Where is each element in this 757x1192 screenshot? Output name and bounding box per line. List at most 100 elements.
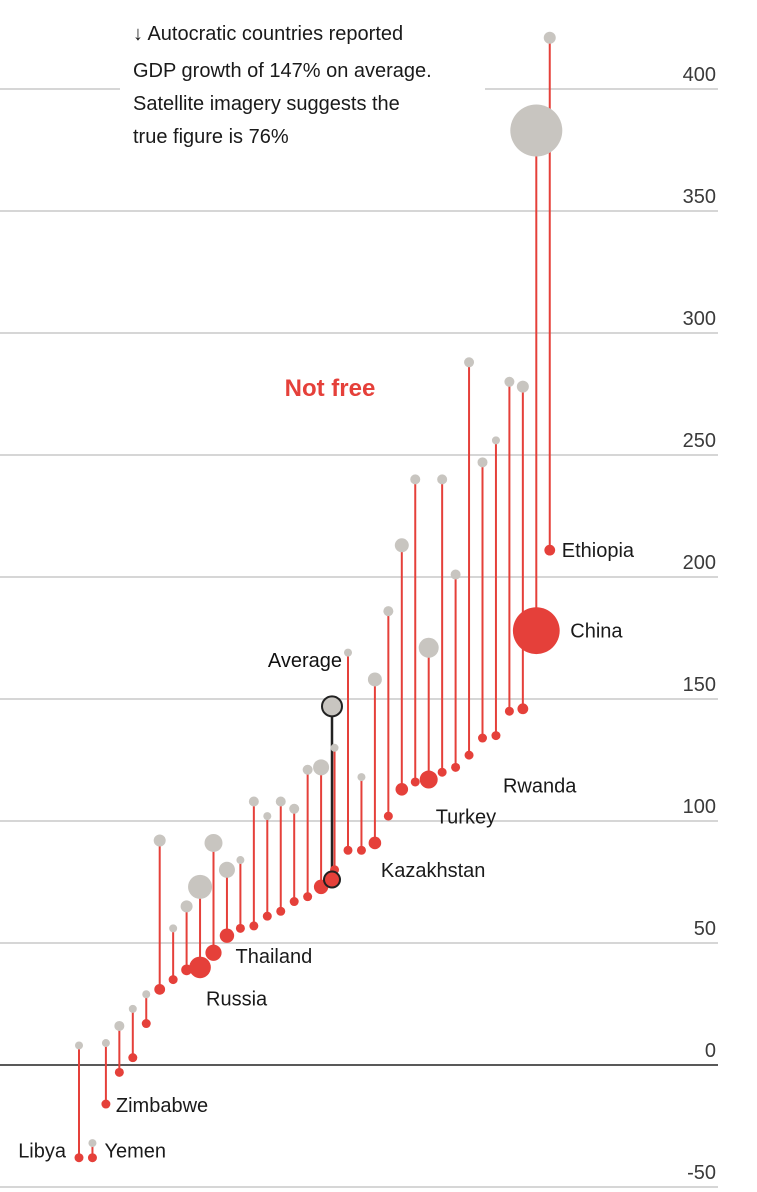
connector-lines	[78, 43, 551, 1158]
annotation-line-2: GDP growth of 147% on average.	[133, 60, 432, 82]
satellite-point	[289, 897, 299, 907]
gridlines	[0, 88, 718, 1188]
reported-point	[450, 569, 461, 580]
satellite-point	[74, 1153, 84, 1163]
satellite-point	[356, 845, 366, 855]
annotation-line-4: true figure is 76%	[133, 126, 289, 148]
reported-point	[394, 538, 409, 553]
country-label: Kazakhstan	[381, 860, 486, 882]
y-tick-label: 200	[683, 552, 716, 574]
reported-point	[218, 861, 235, 878]
satellite-point	[249, 921, 259, 931]
country-labels: Libya Yemen Zimbabwe Russia Thailand Kazakhst…	[18, 540, 635, 1163]
reported-point	[344, 648, 352, 657]
satellite-point	[168, 975, 178, 985]
reported-point	[188, 874, 213, 899]
satellite-point	[504, 706, 514, 716]
reported-point	[101, 1039, 110, 1048]
y-tick-label: 0	[705, 1040, 716, 1062]
reported-point	[263, 812, 272, 821]
country-label: Zimbabwe	[116, 1095, 208, 1117]
reported-point	[491, 436, 500, 445]
data-points	[74, 31, 563, 1163]
group-label: Not free	[285, 375, 376, 402]
y-tick-label: 100	[683, 796, 716, 818]
satellite-point	[154, 983, 166, 995]
satellite-point	[383, 811, 393, 821]
reported-point	[510, 104, 563, 157]
country-label: Turkey	[436, 807, 496, 829]
reported-point	[357, 773, 366, 782]
country-label: Thailand	[236, 946, 313, 968]
reported-point	[204, 833, 223, 852]
reported-point	[367, 672, 382, 687]
y-tick-label: 250	[683, 430, 716, 452]
reported-point	[383, 606, 394, 617]
y-tick-label: 350	[683, 186, 716, 208]
y-tick-label: 50	[694, 918, 716, 940]
reported-point	[543, 31, 556, 44]
satellite-point	[544, 544, 556, 556]
satellite-point	[517, 703, 529, 715]
satellite-point	[478, 733, 487, 743]
reported-point	[153, 834, 166, 847]
satellite-point	[219, 928, 235, 943]
satellite-point	[87, 1153, 97, 1163]
y-tick-label: 150	[683, 674, 716, 696]
country-label: China	[570, 621, 623, 643]
satellite-point	[464, 750, 474, 760]
reported-point	[88, 1139, 97, 1148]
y-axis-ticks: 400 350 300 250 200 150 100 50 0 -50	[683, 64, 716, 1184]
reported-point	[142, 990, 151, 999]
y-tick-label: -50	[687, 1162, 716, 1184]
reported-point	[236, 856, 245, 865]
y-tick-label: 400	[683, 64, 716, 86]
average-satellite-point	[323, 870, 341, 889]
average-label: Average	[268, 650, 342, 672]
annotation-background	[120, 10, 485, 160]
satellite-point	[437, 767, 447, 777]
satellite-point	[276, 906, 286, 916]
satellite-point	[128, 1053, 138, 1063]
satellite-point	[114, 1067, 124, 1077]
reported-point	[75, 1041, 83, 1050]
country-label: Ethiopia	[562, 540, 635, 562]
reported-point	[248, 796, 259, 807]
satellite-point	[491, 731, 501, 741]
country-label: Rwanda	[503, 776, 577, 798]
reported-point	[289, 803, 300, 814]
satellite-point	[410, 777, 420, 787]
reported-point	[516, 380, 529, 393]
satellite-point	[419, 770, 438, 789]
satellite-point	[343, 845, 353, 855]
reported-point	[302, 764, 313, 775]
y-tick-label: 300	[683, 308, 716, 330]
satellite-point	[101, 1099, 111, 1109]
satellite-point	[395, 782, 409, 796]
reported-point	[275, 796, 286, 807]
satellite-point	[141, 1019, 151, 1029]
country-label: Yemen	[104, 1141, 166, 1163]
satellite-point	[368, 836, 382, 850]
reported-point	[504, 376, 515, 387]
satellite-point	[262, 911, 272, 921]
satellite-point	[189, 956, 211, 979]
annotation-line-3: Satellite imagery suggests the	[133, 93, 400, 115]
satellite-point	[512, 607, 560, 655]
reported-point	[180, 900, 193, 913]
country-label: Libya	[18, 1141, 67, 1163]
reported-point	[410, 474, 421, 485]
reported-point	[464, 357, 475, 368]
satellite-point	[235, 923, 245, 933]
reported-point	[330, 743, 339, 752]
reported-point	[437, 474, 448, 485]
annotation-box: ↓ Autocratic countries reported GDP grow…	[120, 10, 485, 160]
reported-point	[477, 457, 488, 468]
reported-point	[313, 759, 330, 776]
annotation-line-1: ↓ Autocratic countries reported	[133, 23, 403, 45]
reported-point	[418, 637, 439, 658]
reported-point	[169, 924, 178, 933]
satellite-point	[205, 944, 222, 961]
average-reported-point	[321, 695, 343, 718]
